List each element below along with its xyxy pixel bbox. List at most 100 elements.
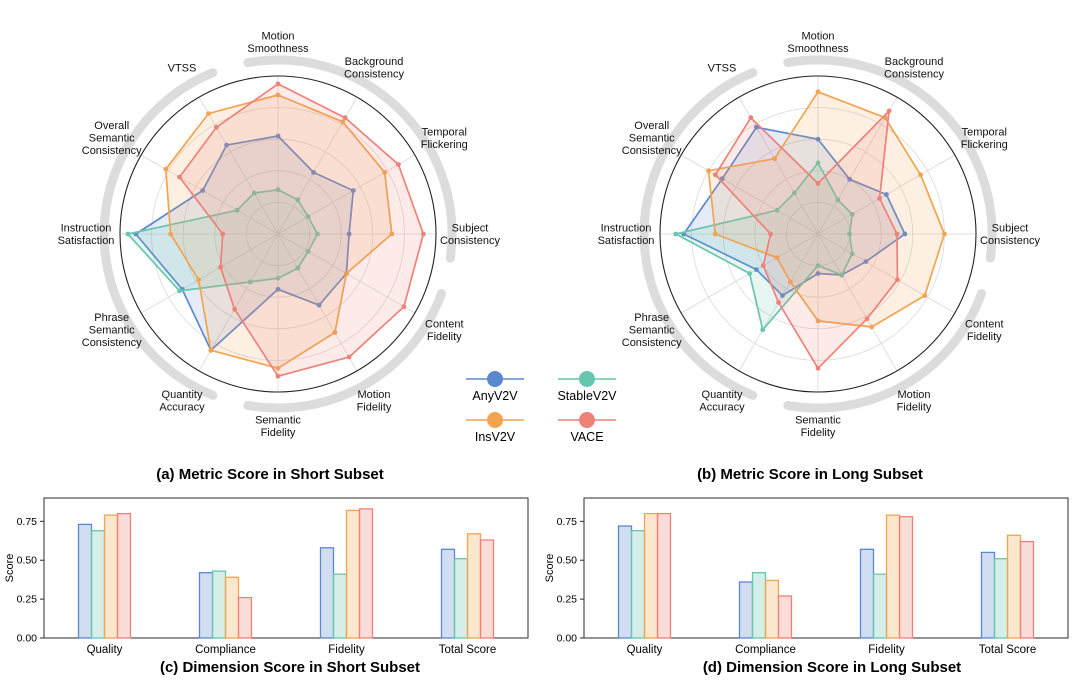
radar-axis-label: Background Consistency [884, 56, 944, 81]
radar-point-VACE [894, 231, 900, 237]
bar-chart-short-subset: 0.00 0.25 0.50 0.75 Score Quality Compliance Fi… [4, 497, 529, 656]
radar-axis-label: Motion Fidelity [897, 389, 932, 414]
radar-point-VACE [275, 81, 281, 87]
x-category-label: Total Score [979, 644, 1037, 656]
radar-point-AnyV2V [754, 267, 759, 272]
bar-InsV2V [103, 514, 119, 639]
bar-InsV2V [224, 576, 240, 639]
radar-point-VACE [214, 124, 219, 130]
radar-point-InsV2V [382, 170, 388, 175]
radar-point-AnyV2V [815, 136, 821, 142]
radar-axis-label: VTSS [168, 63, 197, 75]
radar-outer-circle [119, 75, 437, 393]
radar-point-VACE [776, 300, 781, 305]
radar-axis-label: Subject Consistency [980, 223, 1040, 248]
y-axis-label: Score [544, 554, 556, 583]
radar-point-InsV2V [344, 271, 349, 276]
bar-StableV2V [90, 530, 106, 639]
radar-point-StableV2V [815, 160, 821, 166]
bar-AnyV2V [617, 525, 633, 639]
radar-grid-spoke [198, 96, 279, 235]
radar-point-AnyV2V [847, 176, 852, 182]
radar-point-InsV2V [196, 277, 202, 283]
radar-point-InsV2V [788, 279, 793, 285]
radar-group-arc [243, 289, 446, 413]
radar-axis-label: Content Fidelity [425, 319, 464, 344]
radar-axis-label: Motion Smoothness [787, 31, 849, 56]
legend-item-anyv2v: AnyV2V [452, 370, 538, 403]
y-tick-label: 0.50 [557, 555, 578, 567]
radar-point-VACE [864, 316, 870, 322]
radar-group-arc [99, 68, 218, 400]
radar-axis-label: Quantity Accuracy [159, 389, 205, 414]
radar-axis-label: Instruction Satisfaction [58, 223, 115, 248]
radar-point-StableV2V [275, 275, 281, 281]
radar-point-VACE [220, 231, 226, 237]
radar-point-InsV2V [772, 156, 777, 162]
bar-chart-long-subset: 0.00 0.25 0.50 0.75 Score Quality Compliance Fi… [544, 497, 1069, 656]
bar-StableV2V [993, 558, 1009, 639]
legend-label-insv2v: InsV2V [474, 430, 516, 444]
bar-VACE [1019, 540, 1035, 639]
radar-point-VACE [815, 365, 821, 371]
radar-point-InsV2V [163, 166, 169, 172]
radar-point-InsV2V [774, 255, 780, 261]
radar-axis-label: Subject Consistency [440, 223, 500, 248]
bar-VACE [479, 539, 495, 639]
radar-point-InsV2V [168, 231, 174, 237]
radar-long-title: (b) Metric Score in Long Subset [697, 466, 923, 483]
radar-point-VACE [275, 373, 281, 379]
bar-InsV2V [885, 514, 901, 639]
y-tick-label: 0.75 [17, 516, 38, 528]
radar-axis-label: Temporal Flickering [421, 127, 468, 152]
radar-point-AnyV2V [902, 231, 908, 237]
radar-point-InsV2V [869, 324, 875, 330]
legend-label-stablev2v: StableV2V [557, 389, 617, 403]
radar-point-VACE [346, 354, 352, 360]
radar-short-title: (a) Metric Score in Short Subset [156, 466, 384, 483]
x-category-label: Total Score [439, 644, 497, 656]
radar-axis-label: VTSS [708, 63, 737, 75]
radar-point-StableV2V [295, 197, 301, 203]
radar-grid-spoke [140, 233, 279, 314]
radar-point-VACE [421, 231, 426, 237]
radar-axis-label: Background Consistency [344, 56, 404, 81]
bar-short-title: (c) Dimension Score in Short Subset [159, 659, 421, 676]
radar-point-InsV2V [918, 172, 923, 178]
bar-VACE [237, 596, 253, 639]
bar-AnyV2V [77, 523, 93, 639]
radar-point-InsV2V [208, 347, 214, 353]
radar-axis-label: Temporal Flickering [961, 127, 1008, 152]
radar-axis-label: Overall Semantic Consistency [622, 120, 682, 157]
radar-point-AnyV2V [224, 142, 230, 148]
radar-point-VACE [748, 115, 754, 121]
radar-axis-label: Semantic Fidelity [255, 415, 301, 440]
y-axis-label: Score [4, 554, 16, 583]
radar-grid-spoke [817, 233, 956, 314]
radar-point-VACE [768, 231, 773, 237]
legend: AnyV2V StableV2V InsV2V VACE [452, 370, 630, 444]
radar-group-arc [783, 55, 997, 263]
radar-point-StableV2V [248, 279, 253, 285]
radar-point-StableV2V [125, 231, 131, 237]
y-tick-label: 0.25 [17, 594, 38, 606]
radar-point-StableV2V [251, 190, 257, 196]
radar-point-StableV2V [305, 249, 311, 254]
x-category-label: Fidelity [328, 644, 365, 656]
radar-point-StableV2V [791, 190, 797, 196]
radar-grid-spoke [277, 233, 358, 372]
radar-point-InsV2V [275, 365, 281, 371]
radar-point-VACE [815, 181, 821, 186]
bar-plot-frame [583, 497, 1069, 639]
insv2v-legend-marker-icon [466, 412, 524, 428]
bar-VACE [656, 512, 672, 639]
radar-point-InsV2V [815, 318, 821, 324]
radar-point-StableV2V [760, 327, 766, 333]
radar-group-arc [639, 68, 758, 400]
radar-point-InsV2V [712, 231, 718, 237]
radar-point-VACE [877, 196, 882, 201]
radar-axis-label: Content Fidelity [965, 319, 1004, 344]
radar-point-AnyV2V [350, 188, 356, 194]
radar-point-AnyV2V [754, 124, 759, 130]
